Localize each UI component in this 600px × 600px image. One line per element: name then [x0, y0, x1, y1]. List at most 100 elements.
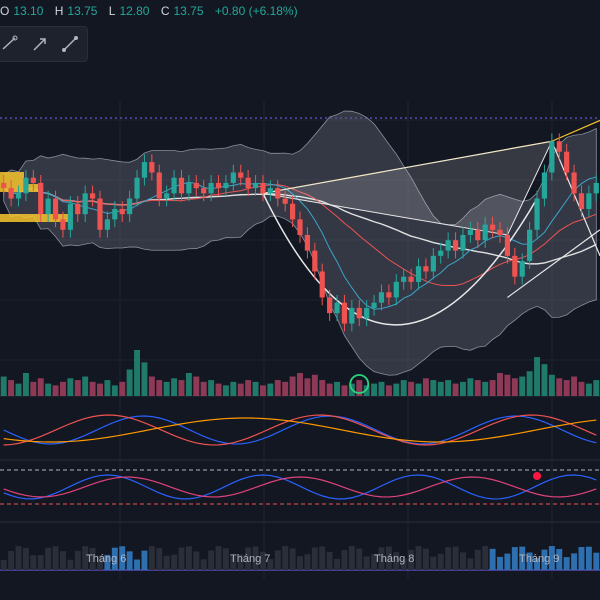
candle — [578, 193, 585, 209]
open-value: O 13.10 — [0, 4, 44, 18]
candle — [156, 172, 162, 199]
candle — [1, 182, 7, 189]
volume-bar — [89, 381, 96, 396]
zone-box — [0, 172, 24, 184]
candle — [327, 297, 333, 314]
volume-bar — [304, 378, 311, 396]
drawing-toolbar — [0, 26, 88, 62]
volume-bar — [82, 376, 89, 396]
candle — [586, 193, 592, 209]
volume-bar — [267, 383, 274, 396]
volume-bar — [497, 373, 503, 396]
candle — [445, 240, 451, 251]
volume-bar — [511, 378, 518, 396]
line-tool-icon[interactable] — [0, 29, 25, 59]
volume-bar — [341, 385, 348, 396]
histogram-bar — [222, 548, 229, 570]
volume-bar — [408, 381, 415, 396]
volume-bar — [548, 374, 555, 396]
histogram-bar — [178, 547, 185, 570]
volume-bar — [452, 383, 459, 396]
histogram-bar — [30, 555, 37, 570]
histogram-bar — [252, 546, 259, 570]
histogram-bar — [519, 546, 526, 570]
histogram-bar — [445, 547, 452, 570]
volume-bar — [393, 383, 400, 396]
candle — [452, 240, 459, 251]
volume-bar — [378, 381, 385, 396]
indicator-line — [3, 474, 597, 500]
histogram-bar — [334, 558, 340, 570]
volume-bar — [578, 381, 585, 396]
candle — [97, 198, 103, 230]
histogram-bar — [141, 550, 148, 570]
low-value: L 12.80 — [108, 4, 150, 18]
trend-line-icon[interactable] — [55, 29, 85, 59]
histogram-bar — [171, 554, 178, 570]
candle — [90, 193, 96, 199]
histogram-bar — [311, 547, 318, 570]
volume-bar — [193, 376, 200, 396]
volume-bar — [371, 383, 378, 396]
volume-bar — [585, 383, 592, 396]
volume-bar — [556, 378, 563, 396]
volume-bar — [282, 381, 289, 396]
volume-bar — [460, 381, 466, 396]
volume-bar — [237, 383, 244, 396]
candle — [141, 162, 148, 178]
candle — [260, 182, 266, 194]
volume-bar — [74, 380, 81, 396]
candle — [282, 198, 288, 204]
candle — [52, 198, 59, 220]
histogram-bar — [371, 554, 378, 570]
x-tick-label: Tháng 6 — [86, 553, 127, 565]
volume-bar — [156, 380, 163, 396]
histogram-bar — [474, 549, 481, 570]
volume-bar — [0, 376, 7, 396]
candle — [423, 266, 429, 272]
candle — [60, 219, 66, 230]
volume-bar — [8, 380, 15, 396]
volume-bar — [274, 380, 281, 396]
volume-bar — [15, 383, 22, 396]
zone-box — [0, 214, 70, 222]
histogram-bar — [385, 546, 392, 570]
candle — [430, 255, 436, 272]
x-tick-label: Tháng 7 — [230, 553, 271, 565]
trend-line — [507, 229, 600, 298]
histogram-bar — [111, 547, 118, 570]
candle — [393, 281, 399, 298]
candle — [349, 307, 355, 324]
histogram-bar — [104, 554, 111, 570]
candle — [193, 182, 199, 189]
histogram-bar — [37, 555, 44, 570]
histogram-bar — [489, 548, 496, 570]
volume-bar — [97, 383, 103, 396]
candle — [201, 188, 207, 194]
candle — [215, 182, 222, 189]
histogram-bar — [126, 551, 133, 570]
histogram-bar — [215, 546, 222, 570]
candle — [356, 307, 362, 319]
histogram-bar — [430, 556, 437, 570]
candle — [171, 177, 177, 194]
histogram-bar — [67, 559, 74, 570]
histogram-bar — [200, 559, 207, 570]
close-value: C 13.75 — [160, 4, 204, 18]
x-tick-label: Tháng 8 — [374, 553, 415, 565]
histogram-bar — [60, 551, 66, 570]
candle — [490, 224, 496, 230]
volume-bar — [52, 385, 59, 396]
candle — [438, 250, 444, 256]
volume-bar — [519, 376, 526, 396]
volume-bar — [445, 380, 452, 396]
volume-marker — [349, 374, 370, 394]
volume-bar — [563, 380, 570, 396]
histogram-bar — [208, 550, 215, 570]
arrow-tool-icon[interactable] — [25, 29, 55, 59]
candle — [319, 271, 325, 298]
indicator-line — [3, 417, 597, 443]
histogram-bar — [237, 554, 244, 570]
histogram-bar — [415, 546, 422, 570]
